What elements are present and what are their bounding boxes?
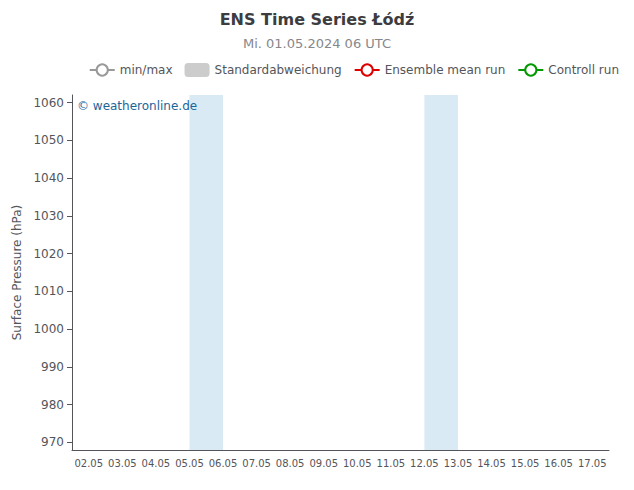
svg-text:© weatheronline.de: © weatheronline.de [77,99,197,113]
svg-text:12.05: 12.05 [410,458,439,469]
svg-text:1010: 1010 [33,284,64,298]
svg-text:Standardabweichung: Standardabweichung [215,63,342,77]
svg-text:1030: 1030 [33,209,64,223]
svg-text:04.05: 04.05 [142,458,171,469]
svg-text:980: 980 [41,398,64,412]
svg-text:15.05: 15.05 [511,458,540,469]
svg-text:13.05: 13.05 [444,458,473,469]
svg-text:09.05: 09.05 [309,458,338,469]
svg-text:Ensemble mean run: Ensemble mean run [385,63,506,77]
svg-text:1040: 1040 [33,171,64,185]
svg-text:10.05: 10.05 [343,458,372,469]
svg-text:05.05: 05.05 [175,458,204,469]
svg-text:1060: 1060 [33,96,64,110]
svg-text:07.05: 07.05 [242,458,271,469]
svg-text:min/max: min/max [120,63,173,77]
svg-text:06.05: 06.05 [209,458,238,469]
svg-text:Surface Pressure (hPa): Surface Pressure (hPa) [10,205,24,341]
svg-text:11.05: 11.05 [377,458,406,469]
svg-text:1000: 1000 [33,322,64,336]
svg-text:ENS Time Series Łódź: ENS Time Series Łódź [220,10,415,29]
svg-text:970: 970 [41,435,64,449]
svg-text:Controll run: Controll run [548,63,619,77]
svg-text:03.05: 03.05 [108,458,137,469]
svg-text:08.05: 08.05 [276,458,305,469]
svg-text:990: 990 [41,360,64,374]
svg-text:17.05: 17.05 [578,458,607,469]
svg-text:16.05: 16.05 [544,458,573,469]
svg-text:02.05: 02.05 [74,458,103,469]
svg-text:14.05: 14.05 [477,458,506,469]
svg-text:1020: 1020 [33,247,64,261]
svg-text:1050: 1050 [33,133,64,147]
svg-text:Mi. 01.05.2024 06 UTC: Mi. 01.05.2024 06 UTC [243,36,391,51]
